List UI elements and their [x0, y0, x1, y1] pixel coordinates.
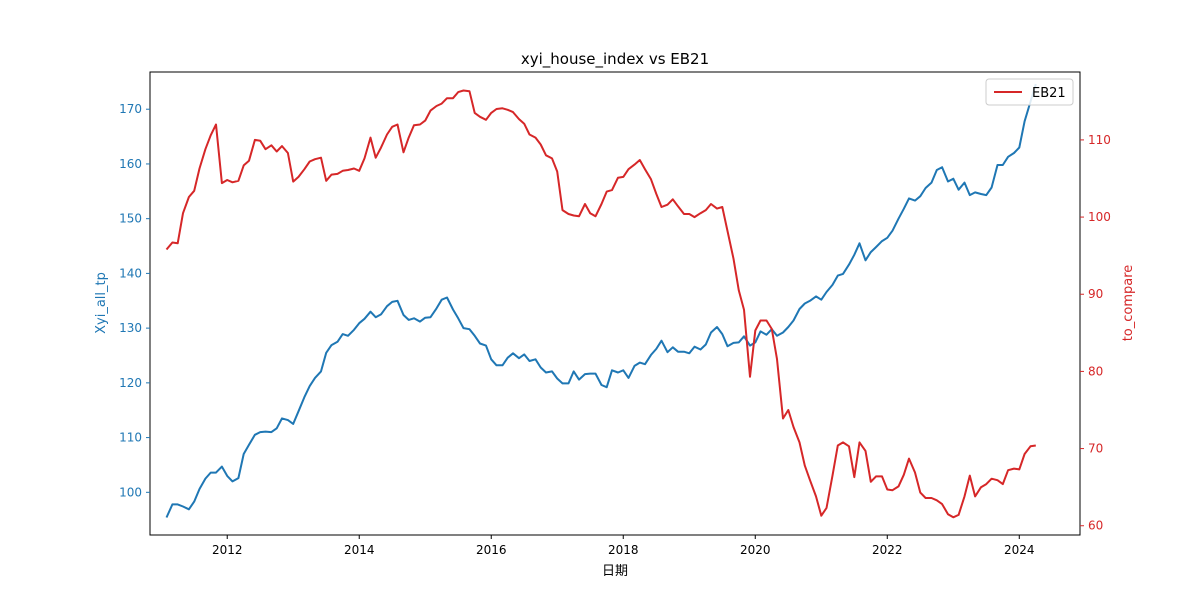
y-right-tick-label: 110 — [1088, 133, 1111, 147]
x-tick-label: 2016 — [476, 543, 507, 557]
y-left-tick-label: 120 — [119, 376, 142, 390]
y-right-tick-label: 70 — [1088, 442, 1103, 456]
x-tick-label: 2020 — [740, 543, 771, 557]
y-axis-left-title: Xyi_all_tp — [94, 272, 109, 334]
y-right-tick-label: 60 — [1088, 519, 1103, 533]
x-tick-label: 2024 — [1004, 543, 1035, 557]
y-left-tick-label: 160 — [119, 157, 142, 171]
y-left-tick-label: 100 — [119, 485, 142, 499]
legend-box — [985, 78, 1074, 106]
series-line-left — [165, 83, 1037, 518]
y-left-tick-label: 150 — [119, 212, 142, 226]
y-right-tick-label: 80 — [1088, 364, 1103, 378]
plot-series — [165, 83, 1037, 519]
y-axis-right-title: to_compare — [1121, 265, 1136, 342]
plot-frame — [149, 71, 1081, 536]
legend: EB21 — [985, 78, 1074, 106]
x-tick-label: 2018 — [608, 543, 639, 557]
x-tick-label: 2022 — [872, 543, 903, 557]
x-axis-title: 日期 — [602, 564, 628, 579]
chart-title: xyi_house_index vs EB21 — [521, 50, 709, 69]
legend-label: EB21 — [1032, 86, 1066, 101]
series-line-right — [165, 89, 1036, 519]
y-left-tick-label: 130 — [119, 321, 142, 335]
y-axis-right: 60 70 80 90 100 110 — [1080, 133, 1111, 533]
y-axis-left: 100 110 120 130 140 150 160 170 — [119, 102, 150, 499]
x-tick-label: 2012 — [212, 543, 243, 557]
y-left-tick-label: 170 — [119, 102, 142, 116]
y-right-tick-label: 90 — [1088, 287, 1103, 301]
x-tick-label: 2014 — [344, 543, 375, 557]
y-left-tick-label: 110 — [119, 431, 142, 445]
y-right-tick-label: 100 — [1088, 210, 1111, 224]
x-axis: 2012 2014 2016 2018 2020 2022 2024 — [212, 535, 1035, 557]
y-left-tick-label: 140 — [119, 266, 142, 280]
